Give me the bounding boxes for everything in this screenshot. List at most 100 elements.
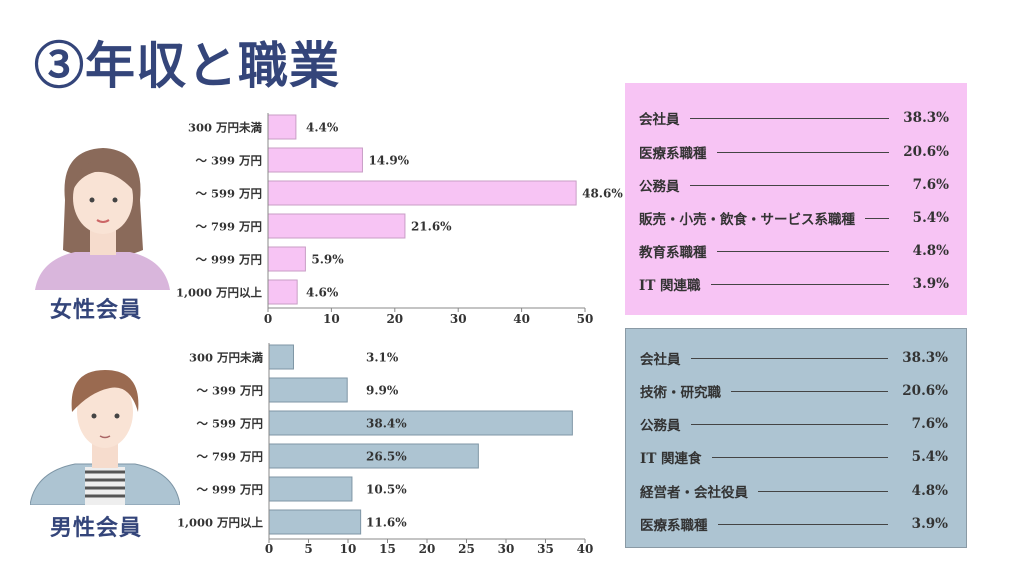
tick-label: 40 bbox=[513, 312, 530, 326]
occupation-value: 5.4% bbox=[912, 210, 949, 226]
tick-label: 0 bbox=[265, 542, 273, 556]
data-label: 11.6% bbox=[366, 516, 407, 530]
data-label: 21.6% bbox=[411, 220, 452, 234]
leader-line bbox=[689, 184, 889, 186]
occupation-row: 経営者・会社役員 4.8% bbox=[640, 481, 948, 501]
data-label: 4.4% bbox=[306, 121, 339, 135]
bar bbox=[268, 509, 362, 535]
data-label: 48.6% bbox=[582, 187, 623, 201]
occupation-row: 医療系職種 20.6% bbox=[639, 142, 949, 162]
male-income-chart: 300 万円未満 3.1% ～ 399 万円 9.9% ～ 599 万円 38.4% ～ 7… bbox=[177, 343, 593, 556]
leader-line bbox=[711, 456, 888, 458]
female-income-chart: 300 万円未満 4.4% ～ 399 万円 14.9% ～ 599 万円 48.6% ～ … bbox=[176, 113, 623, 326]
data-label: 3.1% bbox=[366, 351, 399, 365]
data-label: 38.4% bbox=[366, 417, 407, 431]
leader-line bbox=[758, 490, 888, 492]
occupation-name: 公務員 bbox=[639, 179, 680, 195]
category-label: ～ 399 万円 bbox=[195, 154, 262, 168]
category-label: ～ 799 万円 bbox=[195, 220, 262, 234]
bar bbox=[268, 377, 348, 403]
occupation-row: 販売・小売・飲食・サービス系職種 5.4% bbox=[639, 208, 949, 228]
occupation-name: 会社員 bbox=[640, 352, 681, 368]
occupation-value: 5.4% bbox=[911, 449, 948, 465]
data-label: 9.9% bbox=[366, 384, 399, 398]
category-label: ～ 599 万円 bbox=[195, 187, 262, 201]
data-label: 4.6% bbox=[306, 286, 339, 300]
female-member-illustration bbox=[35, 148, 170, 290]
tick-label: 10 bbox=[323, 312, 340, 326]
bar bbox=[267, 279, 298, 305]
occupation-row: 医療系職種 3.9% bbox=[640, 514, 948, 534]
category-label: 1,000 万円以上 bbox=[177, 516, 264, 530]
data-label: 26.5% bbox=[366, 450, 407, 464]
bar bbox=[268, 344, 294, 370]
male-occupation-panel: 会社員 38.3% 技術・研究職 20.6% 公務員 7.6% IT 関連食 5.4% 経営者・… bbox=[625, 328, 967, 548]
category-label: ～ 599 万円 bbox=[196, 417, 263, 431]
tick-label: 20 bbox=[419, 542, 436, 556]
leader-line bbox=[690, 423, 888, 425]
data-label: 14.9% bbox=[368, 154, 409, 168]
tick-label: 30 bbox=[498, 542, 515, 556]
occupation-row: 技術・研究職 20.6% bbox=[640, 381, 948, 401]
tick-label: 10 bbox=[340, 542, 357, 556]
occupation-name: IT 関連食 bbox=[640, 451, 702, 467]
tick-label: 0 bbox=[264, 312, 272, 326]
occupation-name: IT 関連職 bbox=[639, 278, 701, 294]
occupation-value: 20.6% bbox=[903, 144, 949, 160]
occupation-name: 教育系職種 bbox=[639, 245, 707, 261]
occupation-name: 技術・研究職 bbox=[640, 385, 721, 401]
tick-label: 15 bbox=[379, 542, 396, 556]
data-label: 10.5% bbox=[366, 483, 407, 497]
bar bbox=[268, 410, 573, 436]
leader-line bbox=[865, 217, 889, 219]
category-label: ～ 999 万円 bbox=[196, 483, 263, 497]
leader-line bbox=[710, 283, 889, 285]
leader-line bbox=[717, 523, 888, 525]
male-member-illustration bbox=[30, 370, 180, 505]
page-title: ③年収と職業 bbox=[34, 36, 340, 95]
leader-line bbox=[690, 357, 888, 359]
category-label: ～ 799 万円 bbox=[196, 450, 263, 464]
leader-line bbox=[731, 390, 888, 392]
female-occupation-panel: 会社員 38.3% 医療系職種 20.6% 公務員 7.6% 販売・小売・飲食・サービス系職… bbox=[625, 83, 967, 315]
bar bbox=[267, 180, 577, 206]
tick-label: 40 bbox=[577, 542, 594, 556]
category-label: 1,000 万円以上 bbox=[176, 286, 263, 300]
occupation-value: 7.6% bbox=[912, 177, 949, 193]
occupation-row: IT 関連食 5.4% bbox=[640, 447, 948, 467]
leader-line bbox=[716, 250, 889, 252]
occupation-name: 医療系職種 bbox=[640, 518, 708, 534]
leader-line bbox=[716, 151, 889, 153]
data-label: 5.9% bbox=[311, 253, 344, 267]
bar bbox=[267, 114, 297, 140]
tick-label: 50 bbox=[577, 312, 594, 326]
category-label: ～ 399 万円 bbox=[196, 384, 263, 398]
occupation-name: 医療系職種 bbox=[639, 146, 707, 162]
tick-label: 30 bbox=[450, 312, 467, 326]
category-label: 300 万円未満 bbox=[189, 351, 264, 365]
occupation-row: 会社員 38.3% bbox=[639, 108, 949, 128]
tick-label: 20 bbox=[386, 312, 403, 326]
tick-label: 25 bbox=[458, 542, 475, 556]
occupation-value: 3.9% bbox=[912, 276, 949, 292]
bar bbox=[267, 147, 363, 173]
occupation-name: 会社員 bbox=[639, 112, 680, 128]
occupation-value: 20.6% bbox=[902, 383, 948, 399]
occupation-row: 公務員 7.6% bbox=[639, 175, 949, 195]
occupation-value: 4.8% bbox=[912, 243, 949, 259]
male-label: 男性会員 bbox=[50, 515, 143, 541]
occupation-value: 4.8% bbox=[911, 483, 948, 499]
occupation-row: 公務員 7.6% bbox=[640, 414, 948, 434]
female-label: 女性会員 bbox=[50, 297, 143, 323]
occupation-row: 教育系職種 4.8% bbox=[639, 241, 949, 261]
leader-line bbox=[689, 117, 889, 119]
tick-label: 35 bbox=[537, 542, 554, 556]
occupation-name: 経営者・会社役員 bbox=[640, 485, 748, 501]
occupation-value: 3.9% bbox=[911, 516, 948, 532]
tick-label: 5 bbox=[304, 542, 312, 556]
category-label: ～ 999 万円 bbox=[195, 253, 262, 267]
occupation-row: IT 関連職 3.9% bbox=[639, 274, 949, 294]
occupation-row: 会社員 38.3% bbox=[640, 348, 948, 368]
occupation-name: 販売・小売・飲食・サービス系職種 bbox=[639, 212, 855, 228]
